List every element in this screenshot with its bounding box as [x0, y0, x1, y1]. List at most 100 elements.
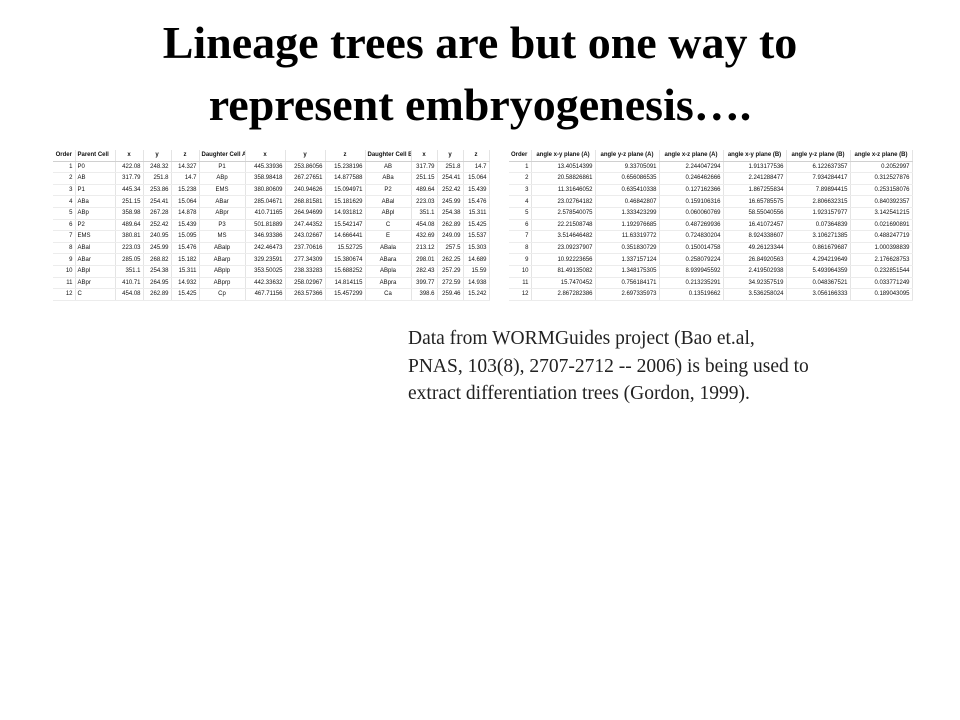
- angles-table-cell: 0.232851544: [850, 265, 913, 278]
- coordinates-table-cell: 242.46473: [245, 242, 286, 255]
- angles-table-cell: 0.189043095: [850, 288, 913, 301]
- angles-table-cell: 1.348175305: [595, 265, 660, 278]
- angles-table-row: 10 81.49135082 1.348175305 8.939945592 2.419…: [509, 265, 913, 278]
- coordinates-table-column-header: Daughter Cell A: [199, 150, 246, 162]
- coordinates-table-cell: 243.02667: [285, 230, 326, 243]
- angles-table-cell: 4.294219649: [786, 253, 851, 266]
- coordinates-table-cell: P1: [199, 161, 246, 174]
- angles-table-cell: 8.939945592: [659, 265, 724, 278]
- coordinates-table-cell: P0: [75, 161, 116, 174]
- angles-table-cell: 2.244047294: [659, 161, 724, 174]
- coordinates-table-cell: 258.02967: [285, 277, 326, 290]
- angles-table-column-header: angle y-z plane (A): [595, 150, 660, 162]
- coordinates-table-cell: ABal: [365, 195, 412, 208]
- coordinates-table-row: 2 AB 317.79 251.8 14.7 ABp 358.98418 267.27651 1…: [53, 172, 490, 185]
- coordinates-table-cell: 15.457299: [325, 288, 366, 301]
- coordinates-table-cell: 15.238196: [325, 161, 366, 174]
- coordinates-table-cell: 4: [53, 195, 76, 208]
- coordinates-table-cell: ABa: [365, 172, 412, 185]
- angles-table-cell: 0.656086535: [595, 172, 660, 185]
- coordinates-table-cell: 15.59: [463, 265, 490, 278]
- division-angles-table: Order angle x-y plane (A) angle y-z plane …: [509, 150, 913, 301]
- angles-table-cell: 16.41072457: [723, 219, 787, 232]
- angles-table-cell: 16.65785575: [723, 195, 787, 208]
- coordinates-table-cell: 223.03: [411, 195, 438, 208]
- coordinates-table-column-header: y: [143, 150, 172, 162]
- angles-table-row: 2 20.58826861 0.656086535 0.246462666 2.2412…: [509, 172, 913, 185]
- coordinates-table-cell: 254.41: [143, 195, 172, 208]
- coordinates-table-cell: 15.303: [463, 242, 490, 255]
- coordinates-table-cell: 264.94699: [285, 207, 326, 220]
- coordinates-table-cell: 353.50025: [245, 265, 286, 278]
- coordinates-table-cell: 15.439: [171, 219, 200, 232]
- coordinates-table-cell: 253.86056: [285, 161, 326, 174]
- angles-table-column-header: angle x-z plane (B): [850, 150, 913, 162]
- angles-table-cell: 0.033771249: [850, 277, 913, 290]
- angles-table-cell: 11: [509, 277, 532, 290]
- angles-table-cell: 23.09237907: [531, 242, 596, 255]
- coordinates-table-cell: EMS: [199, 184, 246, 197]
- coordinates-table-cell: 15.181629: [325, 195, 366, 208]
- coordinates-table-column-header: x: [411, 150, 438, 162]
- angles-table-row: 5 2.578540075 1.333423299 0.060060769 58.550…: [509, 207, 913, 220]
- coordinates-table-cell: 15.238: [171, 184, 200, 197]
- angles-table-row: 11 15.7470452 0.756184171 0.213235291 34.923…: [509, 277, 913, 290]
- angles-table-cell: 11.63319772: [595, 230, 660, 243]
- angles-table-column-header: angle x-y plane (A): [531, 150, 596, 162]
- angles-table-cell: 10: [509, 265, 532, 278]
- angles-table-cell: 23.02764182: [531, 195, 596, 208]
- angles-table-cell: 0.46842807: [595, 195, 660, 208]
- coordinates-table-cell: 252.42: [437, 184, 464, 197]
- coordinates-table-cell: 238.33283: [285, 265, 326, 278]
- coordinates-table-cell: 14.327: [171, 161, 200, 174]
- data-source-caption: Data from WORMGuides project (Bao et.al,…: [408, 325, 928, 408]
- coordinates-table-cell: 346.93386: [245, 230, 286, 243]
- angles-table-column-header: angle x-y plane (B): [723, 150, 787, 162]
- coordinates-table-cell: P3: [199, 219, 246, 232]
- angles-table-cell: 6.122637357: [786, 161, 851, 174]
- coordinates-table-cell: 489.64: [115, 219, 144, 232]
- coordinates-table-cell: 454.08: [411, 219, 438, 232]
- angles-table-cell: 15.7470452: [531, 277, 596, 290]
- coordinates-table-cell: 15.380674: [325, 253, 366, 266]
- coordinates-table-cell: 15.537: [463, 230, 490, 243]
- coordinates-table-cell: 213.12: [411, 242, 438, 255]
- coordinates-table-cell: ABp: [75, 207, 116, 220]
- coordinates-table-cell: 432.69: [411, 230, 438, 243]
- coordinates-table-column-header: x: [245, 150, 286, 162]
- coordinates-table-cell: 272.59: [437, 277, 464, 290]
- coordinates-table-cell: 14.7: [171, 172, 200, 185]
- angles-table-cell: 0.07364839: [786, 219, 851, 232]
- coordinates-table-cell: 454.08: [115, 288, 144, 301]
- coordinates-table-cell: 245.99: [437, 195, 464, 208]
- coordinates-table-cell: 15.095: [171, 230, 200, 243]
- coordinates-table-cell: 267.28: [143, 207, 172, 220]
- coordinates-table-cell: ABp: [199, 172, 246, 185]
- angles-table-row: 1 13.40514399 9.33705091 2.244047294 1.91317…: [509, 161, 913, 174]
- angles-table-cell: 1.913177536: [723, 161, 787, 174]
- coordinates-table-cell: 257.29: [437, 265, 464, 278]
- coordinates-table-cell: ABalp: [199, 242, 246, 255]
- coordinates-table-cell: P2: [365, 184, 412, 197]
- coordinates-table-cell: 254.38: [437, 207, 464, 220]
- coordinates-table-cell: 240.94626: [285, 184, 326, 197]
- coordinates-table-row: 1 P0 422.08 248.32 14.327 P1 445.33936 253.8605…: [53, 161, 490, 174]
- coordinates-table-cell: 259.46: [437, 288, 464, 301]
- coordinates-table-cell: ABpla: [365, 265, 412, 278]
- angles-table-cell: 0.861679687: [786, 242, 851, 255]
- coordinates-table-row: 6 P2 489.64 252.42 15.439 P3 501.81889 247.4435…: [53, 219, 490, 232]
- angles-table-cell: 0.258079224: [659, 253, 724, 266]
- coordinates-table-cell: 358.98418: [245, 172, 286, 185]
- coordinates-table-cell: 10: [53, 265, 76, 278]
- coordinates-table-cell: 247.44352: [285, 219, 326, 232]
- coordinates-table-cell: 268.81581: [285, 195, 326, 208]
- coordinates-table-cell: 252.42: [143, 219, 172, 232]
- coordinates-table-cell: 501.81889: [245, 219, 286, 232]
- angles-table-cell: 10.92223656: [531, 253, 596, 266]
- coordinates-table-cell: ABpl: [365, 207, 412, 220]
- coordinates-table-row: 4 ABa 251.15 254.41 15.064 ABar 285.04671 268.8…: [53, 195, 490, 208]
- angles-table-cell: 0.351830729: [595, 242, 660, 255]
- angles-table-cell: 0.488247719: [850, 230, 913, 243]
